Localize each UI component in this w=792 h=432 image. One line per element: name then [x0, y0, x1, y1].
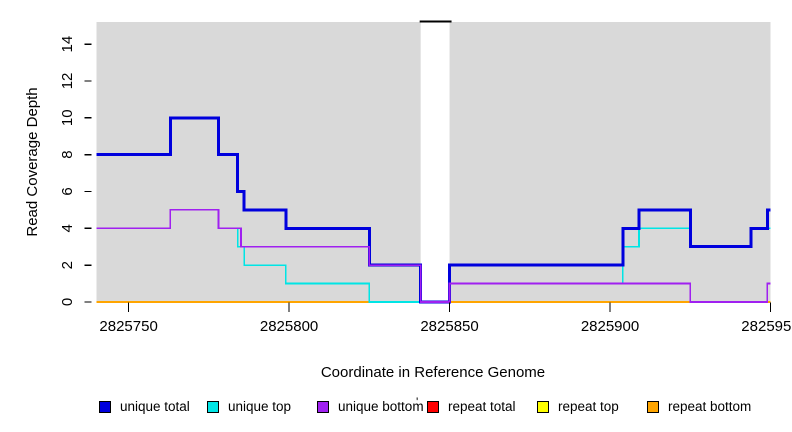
legend-label-repeat-bottom: repeat bottom — [668, 399, 752, 414]
legend-item-repeat-total: repeat total — [427, 400, 516, 414]
legend-label-unique-total: unique total — [120, 399, 190, 414]
legend-label-unique-top: unique top — [228, 399, 292, 414]
legend-swatch-unique-top — [207, 401, 219, 413]
x-tick-label: 2825850 — [420, 318, 478, 335]
y-axis-title: Read Coverage Depth — [24, 87, 41, 236]
legend-label-unique-bottom: unique bottom — [338, 399, 424, 414]
y-tick-label: 0 — [59, 298, 76, 306]
y-tick-label: 4 — [59, 224, 76, 232]
series-line-unique-bottom — [96, 209, 771, 303]
legend-swatch-repeat-bottom — [647, 401, 659, 413]
y-tick-label: 6 — [59, 187, 76, 195]
legend-label-repeat-top: repeat top — [558, 399, 619, 414]
y-tick-label: 10 — [59, 109, 76, 126]
x-tick-label: 2825800 — [260, 318, 318, 335]
legend-item-repeat-bottom: repeat bottom — [647, 400, 751, 414]
legend-label-repeat-total: repeat total — [448, 399, 516, 414]
y-tick-label: 14 — [59, 36, 76, 53]
legend-item-unique-total: unique total — [99, 400, 190, 414]
y-tick-label: 8 — [59, 150, 76, 158]
legend-item-repeat-top: repeat top — [537, 400, 619, 414]
y-tick-label: 2 — [59, 261, 76, 269]
stray-mark: ' — [416, 395, 419, 409]
gap-band — [420, 22, 450, 302]
legend-swatch-repeat-total — [427, 401, 439, 413]
y-tick-label: 12 — [59, 73, 76, 90]
legend-item-unique-bottom: unique bottom — [317, 400, 424, 414]
legend-swatch-unique-bottom — [317, 401, 329, 413]
x-tick-label: 2825900 — [581, 318, 639, 335]
legend-swatch-unique-total — [99, 401, 111, 413]
x-axis-title: Coordinate in Reference Genome — [321, 364, 545, 381]
x-tick-label: 2825750 — [99, 318, 157, 335]
legend-swatch-repeat-top — [537, 401, 549, 413]
legend-item-unique-top: unique top — [207, 400, 291, 414]
